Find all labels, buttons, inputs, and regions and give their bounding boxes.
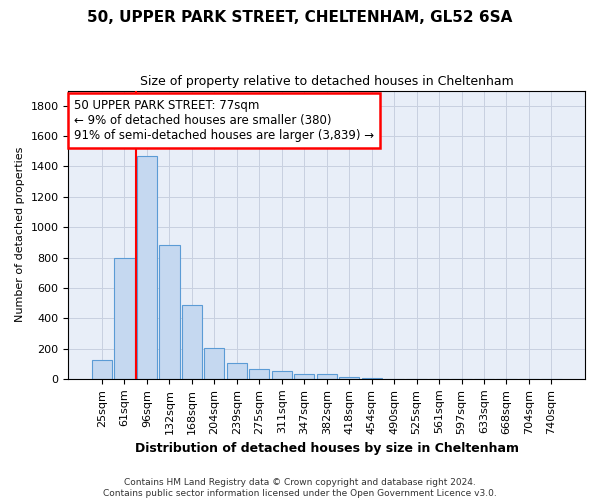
Title: Size of property relative to detached houses in Cheltenham: Size of property relative to detached ho… xyxy=(140,75,514,88)
Bar xyxy=(294,374,314,379)
Bar xyxy=(137,156,157,379)
Text: 50 UPPER PARK STREET: 77sqm
← 9% of detached houses are smaller (380)
91% of sem: 50 UPPER PARK STREET: 77sqm ← 9% of deta… xyxy=(74,99,374,142)
Bar xyxy=(115,258,134,379)
Bar xyxy=(272,372,292,379)
Y-axis label: Number of detached properties: Number of detached properties xyxy=(15,147,25,322)
X-axis label: Distribution of detached houses by size in Cheltenham: Distribution of detached houses by size … xyxy=(135,442,519,455)
Bar xyxy=(227,363,247,379)
Bar xyxy=(182,304,202,379)
Bar xyxy=(159,246,179,379)
Bar xyxy=(362,378,382,379)
Bar xyxy=(317,374,337,379)
Text: Contains HM Land Registry data © Crown copyright and database right 2024.
Contai: Contains HM Land Registry data © Crown c… xyxy=(103,478,497,498)
Bar xyxy=(339,376,359,379)
Text: 50, UPPER PARK STREET, CHELTENHAM, GL52 6SA: 50, UPPER PARK STREET, CHELTENHAM, GL52 … xyxy=(88,10,512,25)
Bar xyxy=(204,348,224,379)
Bar xyxy=(92,360,112,379)
Bar xyxy=(249,369,269,379)
